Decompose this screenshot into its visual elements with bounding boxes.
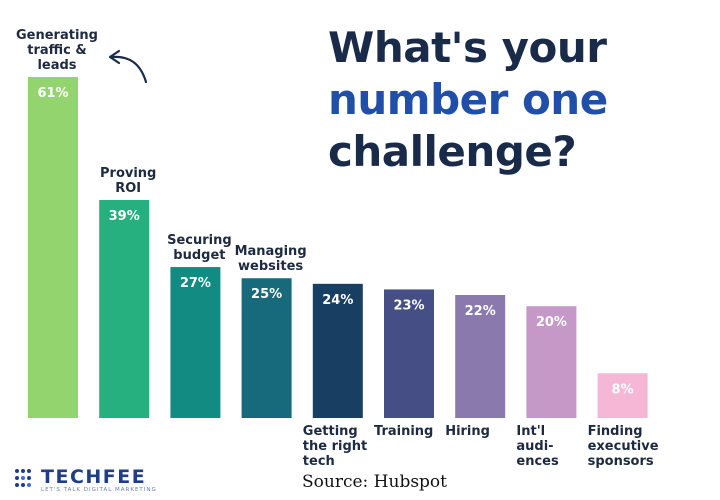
title-line-3: challenge? bbox=[328, 127, 577, 176]
category-label-line: Finding bbox=[588, 424, 643, 439]
logo-dots-icon bbox=[15, 469, 31, 487]
bar-0 bbox=[28, 77, 78, 418]
category-label-line: leads bbox=[37, 58, 76, 73]
value-label-5: 23% bbox=[393, 298, 424, 313]
category-label-6: Hiring bbox=[445, 424, 490, 439]
category-label-4: Getting the right tech bbox=[303, 424, 367, 469]
category-label-line: websites bbox=[238, 259, 303, 274]
value-label-7: 20% bbox=[536, 315, 567, 330]
bar-5 bbox=[384, 289, 434, 418]
logo-text: TECHFEE bbox=[41, 466, 147, 488]
category-label-line: ences bbox=[516, 454, 559, 469]
category-label-1: Proving ROI bbox=[100, 166, 156, 196]
category-label-line: ROI bbox=[115, 181, 141, 196]
value-label-1: 39% bbox=[109, 209, 140, 224]
category-label-line: Securing bbox=[167, 233, 232, 248]
category-label-line: sponsors bbox=[588, 454, 654, 469]
category-label-3: Managing websites bbox=[235, 244, 307, 274]
category-label-line: Proving bbox=[100, 166, 156, 181]
logo-tagline: LET'S TALK DIGITAL MARKETING bbox=[41, 487, 157, 493]
category-label-2: Securing budget bbox=[167, 233, 232, 263]
category-label-line: Int'l bbox=[516, 424, 545, 439]
title-line-2: number one bbox=[328, 75, 608, 124]
bar-7 bbox=[526, 306, 577, 418]
category-label-line: the right bbox=[303, 439, 367, 454]
bars-layer bbox=[28, 77, 648, 418]
category-label-0: Generating traffic & leads bbox=[16, 28, 98, 73]
category-label-line: audi- bbox=[516, 439, 553, 454]
labels-layer: 61% Generating traffic & leads 39% Proving ROI… bbox=[16, 28, 659, 469]
value-label-3: 25% bbox=[251, 287, 282, 302]
category-label-line: Managing bbox=[235, 244, 307, 259]
bar-4 bbox=[312, 283, 363, 418]
curved-arrow-icon bbox=[110, 55, 148, 84]
category-label-7: Int'l audi-ences bbox=[516, 424, 559, 469]
source-caption: Source: Hubspot bbox=[302, 472, 447, 492]
category-label-8: Finding executive sponsors bbox=[588, 424, 659, 469]
value-label-4: 24% bbox=[322, 293, 353, 308]
category-label-line: budget bbox=[173, 248, 225, 263]
bar-6 bbox=[455, 295, 506, 418]
bar-3 bbox=[241, 278, 292, 418]
bar-2 bbox=[170, 267, 221, 418]
category-label-5: Training bbox=[374, 424, 433, 439]
value-label-8: 8% bbox=[612, 382, 634, 397]
category-label-line: traffic & bbox=[27, 43, 86, 58]
bar-8 bbox=[597, 373, 648, 418]
value-label-0: 61% bbox=[37, 86, 68, 101]
category-label-line: executive bbox=[588, 439, 659, 454]
title-line-1: What's your bbox=[328, 23, 607, 72]
value-label-2: 27% bbox=[180, 276, 211, 291]
bar-1 bbox=[99, 199, 150, 418]
category-label-line: Generating bbox=[16, 28, 98, 43]
category-label-line: Training bbox=[374, 424, 433, 439]
arrow-head-icon bbox=[108, 49, 121, 65]
value-label-6: 22% bbox=[465, 304, 496, 319]
category-label-line: Hiring bbox=[445, 424, 490, 439]
category-label-line: tech bbox=[303, 454, 335, 469]
chart-title: What's your number one challenge? bbox=[328, 22, 718, 178]
techfee-logo: TECHFEE LET'S TALK DIGITAL MARKETING bbox=[14, 466, 174, 494]
category-label-line: Getting bbox=[303, 424, 358, 439]
